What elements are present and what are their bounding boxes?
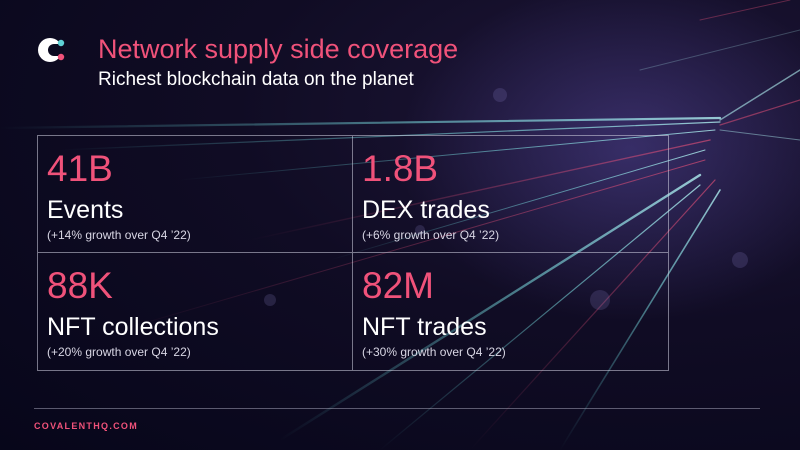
stats-grid: 41B Events (+14% growth over Q4 ’22) 1.8… [37, 135, 669, 371]
stat-growth: (+6% growth over Q4 ’22) [362, 228, 500, 242]
footer-site-link[interactable]: COVALENTHQ.COM [34, 421, 139, 431]
stat-card-dex-trades: 1.8B DEX trades (+6% growth over Q4 ’22) [353, 136, 668, 253]
stat-card-nft-collections: 88K NFT collections (+20% growth over Q4… [38, 253, 353, 370]
stat-label: NFT trades [362, 313, 487, 341]
stat-label: DEX trades [362, 196, 490, 224]
stat-growth: (+14% growth over Q4 ’22) [47, 228, 191, 242]
footer-divider [34, 408, 760, 409]
stat-label: Events [47, 196, 124, 224]
stat-card-nft-trades: 82M NFT trades (+30% growth over Q4 ’22) [353, 253, 668, 370]
stat-growth: (+30% growth over Q4 ’22) [362, 345, 506, 359]
stat-value: 41B [47, 148, 113, 189]
stat-value: 82M [362, 265, 434, 306]
stat-card-events: 41B Events (+14% growth over Q4 ’22) [38, 136, 353, 253]
stat-growth: (+20% growth over Q4 ’22) [47, 345, 191, 359]
stat-value: 88K [47, 265, 113, 306]
stat-value: 1.8B [362, 148, 439, 189]
page-subtitle: Richest blockchain data on the planet [98, 69, 414, 90]
stat-label: NFT collections [47, 313, 219, 341]
covalent-logo-icon [38, 38, 65, 62]
page-title: Network supply side coverage [98, 34, 459, 64]
